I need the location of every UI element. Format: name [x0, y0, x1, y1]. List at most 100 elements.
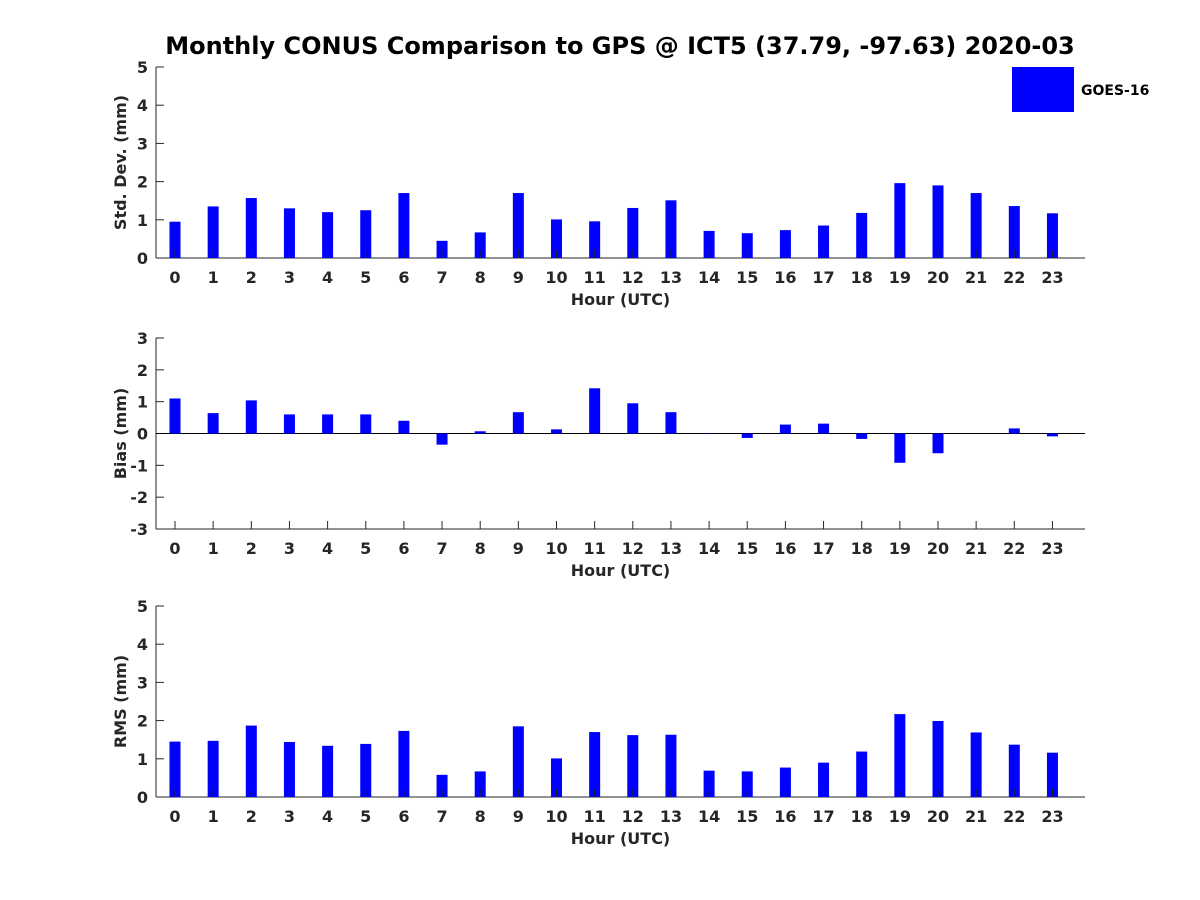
x-tick-label: 9 [513, 807, 524, 826]
y-axis-label: Std. Dev. (mm) [111, 95, 130, 230]
x-tick-label: 11 [584, 268, 606, 287]
x-tick-label: 23 [1041, 268, 1063, 287]
x-tick-label: 7 [436, 268, 447, 287]
bar-hour-11 [589, 388, 601, 434]
bar-hour-12 [627, 403, 639, 434]
legend: GOES-16 [1012, 67, 1149, 112]
bar-hour-17 [818, 225, 830, 258]
y-tick-label: 0 [137, 788, 148, 807]
bar-hour-20 [932, 185, 944, 258]
x-tick-label: 19 [889, 268, 911, 287]
bar-hour-12 [627, 207, 639, 258]
y-tick-label: 4 [137, 635, 148, 654]
x-tick-label: 15 [736, 539, 758, 558]
bar-hour-13 [665, 200, 677, 258]
bar-hour-4 [322, 212, 334, 258]
bar-hour-22 [1008, 206, 1020, 258]
bar-hour-12 [627, 735, 639, 797]
bar-hour-0 [169, 221, 181, 258]
bar-hour-7 [436, 433, 448, 445]
bar-hour-4 [322, 414, 334, 434]
bar-hour-19 [894, 183, 906, 258]
y-axis-label: RMS (mm) [111, 655, 130, 748]
bar-hour-13 [665, 734, 677, 797]
bar-hour-21 [970, 732, 982, 797]
bar-hour-17 [818, 423, 830, 434]
bar-hour-17 [818, 762, 830, 797]
x-axis-label: Hour (UTC) [571, 290, 671, 309]
x-tick-label: 7 [436, 807, 447, 826]
bar-hour-10 [551, 429, 562, 434]
x-tick-label: 1 [208, 268, 219, 287]
bar-hour-10 [551, 219, 562, 258]
bar-hour-5 [360, 414, 372, 434]
x-tick-label: 13 [660, 539, 682, 558]
x-tick-label: 23 [1041, 539, 1063, 558]
bar-hour-2 [245, 725, 257, 797]
y-tick-label: 0 [137, 425, 148, 444]
x-tick-label: 21 [965, 539, 987, 558]
bar-hour-8 [474, 771, 486, 797]
y-tick-label: 5 [137, 58, 148, 77]
bar-hour-5 [360, 743, 372, 797]
x-tick-label: 20 [927, 539, 949, 558]
x-tick-label: 6 [398, 539, 409, 558]
x-tick-label: 14 [698, 268, 720, 287]
x-tick-label: 19 [889, 807, 911, 826]
x-axis-label: Hour (UTC) [571, 829, 671, 848]
bar-hour-11 [589, 732, 601, 797]
bar-hour-23 [1046, 213, 1058, 258]
bar-hour-11 [589, 221, 601, 258]
x-tick-label: 16 [774, 268, 796, 287]
x-tick-label: 22 [1003, 539, 1025, 558]
bar-hour-21 [970, 193, 982, 258]
bar-hour-8 [474, 232, 486, 258]
y-tick-label: -1 [130, 456, 148, 475]
x-tick-label: 2 [246, 807, 257, 826]
x-tick-label: 5 [360, 268, 371, 287]
x-tick-label: 12 [622, 807, 644, 826]
x-tick-label: 14 [698, 807, 720, 826]
bar-hour-0 [169, 398, 181, 434]
bar-hour-14 [703, 230, 715, 258]
x-tick-label: 15 [736, 807, 758, 826]
x-tick-label: 16 [774, 539, 796, 558]
x-tick-label: 11 [584, 539, 606, 558]
bar-hour-22 [1008, 428, 1020, 434]
bar-hour-9 [512, 726, 524, 797]
x-tick-label: 3 [284, 539, 295, 558]
x-tick-label: 22 [1003, 807, 1025, 826]
bar-hour-3 [283, 741, 295, 797]
x-tick-label: 23 [1041, 807, 1063, 826]
y-tick-label: 1 [137, 750, 148, 769]
legend-swatch [1012, 67, 1074, 112]
bar-hour-9 [512, 412, 524, 434]
x-tick-label: 16 [774, 807, 796, 826]
x-tick-label: 13 [660, 807, 682, 826]
x-tick-label: 8 [475, 539, 486, 558]
x-tick-label: 5 [360, 539, 371, 558]
bar-hour-1 [207, 206, 219, 258]
bar-hour-20 [932, 433, 944, 454]
x-tick-label: 8 [475, 807, 486, 826]
x-tick-label: 1 [208, 807, 219, 826]
bar-hour-19 [894, 433, 906, 463]
bar-hour-1 [207, 740, 219, 797]
y-tick-label: 1 [137, 393, 148, 412]
legend-label: GOES-16 [1081, 83, 1149, 99]
chart-title: Monthly CONUS Comparison to GPS @ ICT5 (… [165, 32, 1075, 60]
x-tick-label: 11 [584, 807, 606, 826]
bar-hour-9 [512, 193, 524, 258]
x-tick-label: 3 [284, 268, 295, 287]
x-tick-label: 0 [169, 539, 180, 558]
y-tick-label: 4 [137, 96, 148, 115]
x-tick-label: 20 [927, 807, 949, 826]
x-tick-label: 0 [169, 807, 180, 826]
x-tick-label: 4 [322, 268, 333, 287]
bar-hour-16 [779, 230, 791, 258]
y-tick-label: 2 [137, 173, 148, 192]
bar-hour-2 [245, 400, 257, 434]
